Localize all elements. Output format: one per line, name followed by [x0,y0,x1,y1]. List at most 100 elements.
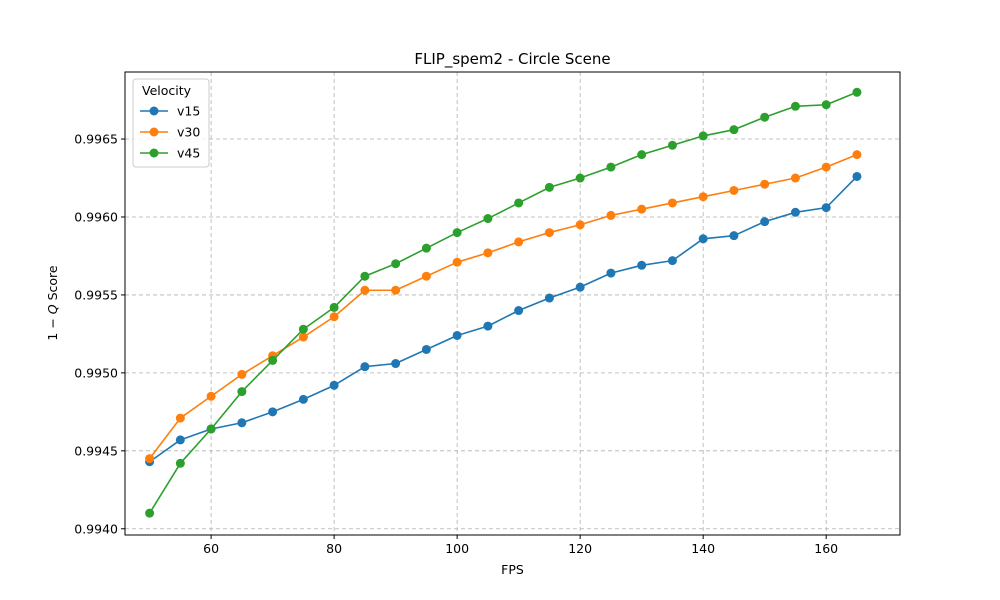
data-point-v15 [514,306,524,316]
data-point-v45 [329,302,339,312]
data-point-v30 [667,198,677,208]
data-point-v45 [637,150,647,160]
data-point-v30 [514,237,524,247]
data-point-v45 [483,214,493,224]
data-point-v45 [175,458,185,468]
data-point-v15 [391,359,401,369]
data-point-v30 [421,271,431,281]
y-tick-label: 0.9950 [74,365,118,380]
data-point-v15 [821,203,831,213]
data-point-v45 [667,140,677,150]
data-point-v30 [729,185,739,195]
data-point-v30 [329,312,339,322]
data-point-v30 [637,204,647,214]
data-point-v15 [360,362,370,372]
data-point-v30 [175,413,185,423]
legend-title: Velocity [142,83,192,98]
y-tick-label: 0.9945 [74,443,118,458]
y-axis-label-main: 1 − [45,314,60,340]
y-tick-label: 0.9940 [74,521,118,536]
legend-label-v15: v15 [177,104,200,119]
y-tick-label: 0.9965 [74,132,118,147]
series-v15 [145,171,862,467]
data-point-v30 [821,162,831,172]
x-tick-label: 80 [326,541,342,556]
y-axis-label-variable: Q [45,304,60,314]
data-point-v30 [790,173,800,183]
data-point-v15 [729,231,739,241]
data-point-v30 [452,257,462,267]
data-point-v30 [483,248,493,258]
data-point-v15 [852,171,862,181]
data-point-v30 [760,179,770,189]
data-point-v45 [145,508,155,518]
data-point-v30 [606,210,616,220]
data-point-v45 [206,424,216,434]
data-point-v30 [544,228,554,238]
legend-box [132,78,210,168]
data-point-v15 [544,293,554,303]
data-point-v45 [421,243,431,253]
data-point-v30 [206,391,216,401]
data-point-v45 [760,112,770,122]
data-point-v15 [637,260,647,270]
data-point-v15 [606,268,616,278]
data-point-v45 [821,100,831,110]
series-line-v15 [149,175,858,463]
data-point-v45 [298,324,308,334]
plot-frame [124,71,901,536]
data-point-v45 [452,228,462,238]
legend-item-v45: v45 [140,146,200,161]
data-point-v45 [514,198,524,208]
y-axis-label-suffix: Score [45,265,60,304]
series-line-v30 [148,153,858,460]
data-point-v45 [729,125,739,135]
data-point-v15 [452,330,462,340]
data-point-v45 [360,271,370,281]
data-point-v15 [421,344,431,354]
data-point-v30 [237,369,247,379]
series-v30 [145,150,862,464]
data-point-v45 [790,101,800,111]
data-point-v30 [391,285,401,295]
data-point-v15 [667,256,677,266]
data-point-v15 [298,394,308,404]
data-point-v45 [575,173,585,183]
legend-label-v30: v30 [177,125,200,140]
legend-marker-v30 [149,127,159,137]
data-point-v15 [268,407,278,417]
x-tick-label: 100 [445,541,469,556]
data-point-v45 [268,355,278,365]
legend-marker-v45 [149,148,159,158]
x-tick-label: 140 [691,541,715,556]
data-point-v15 [575,282,585,292]
data-point-v15 [483,321,493,331]
y-axis-label: 1 − Q Score [45,265,60,341]
data-point-v30 [298,332,308,342]
legend-label-v45: v45 [177,146,200,161]
data-point-v30 [360,285,370,295]
data-point-v30 [575,220,585,230]
x-axis: 60 80 100 120 140 160 [203,535,838,556]
x-tick-label: 60 [203,541,219,556]
y-tick-label: 0.9955 [74,287,118,302]
data-point-v45 [391,259,401,269]
data-point-v30 [145,454,155,464]
legend-item-v30: v30 [140,125,200,140]
data-point-v45 [606,162,616,172]
x-tick-label: 160 [814,541,838,556]
data-point-v30 [698,192,708,202]
plot-area [125,72,900,535]
series-layer [145,87,862,518]
data-point-v15 [237,418,247,428]
x-axis-label: FPS [501,562,524,577]
x-tick-label: 120 [568,541,592,556]
data-point-v15 [790,207,800,217]
data-point-v15 [760,217,770,227]
data-point-v45 [544,182,554,192]
data-point-v45 [852,87,862,97]
chart-title: FLIP_spem2 - Circle Scene [414,50,610,69]
data-point-v15 [175,435,185,445]
series-v45 [145,87,862,518]
legend-item-v15: v15 [140,104,200,119]
